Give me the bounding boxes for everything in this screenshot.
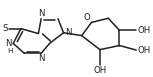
Text: OH: OH — [93, 66, 106, 75]
Text: N: N — [38, 9, 44, 18]
Text: OH: OH — [138, 26, 151, 35]
Text: OH: OH — [138, 46, 151, 55]
Text: H: H — [7, 48, 13, 54]
Text: N: N — [65, 28, 71, 37]
Text: N: N — [38, 54, 44, 63]
Text: S: S — [2, 24, 8, 33]
Text: O: O — [83, 13, 90, 22]
Text: N: N — [5, 39, 12, 48]
